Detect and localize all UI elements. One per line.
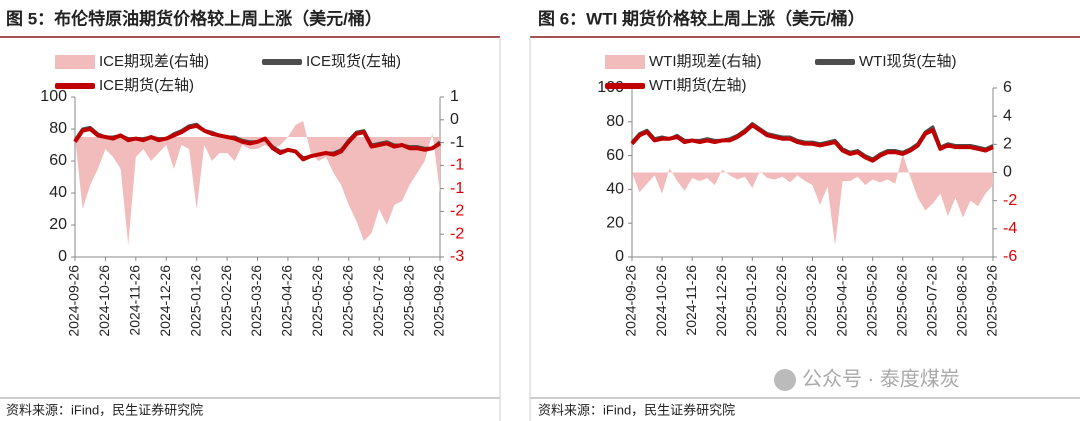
x-tick-label: 2024-12-26 [713,265,729,337]
x-tick-label: 2025-03-26 [248,265,264,337]
source: 资料来源：iFind，民生证券研究院 [6,402,203,417]
x-tick-label: 2025-07-26 [370,265,386,337]
y2-tick-label: 4 [1003,107,1012,124]
legend-label: WTI期货(左轴) [649,77,746,94]
x-tick-label: 2024-12-26 [157,265,173,337]
y2-tick-label: 6 [1003,79,1012,96]
y2-tick-label: -2 [450,203,464,220]
y2-tick-label: -1 [450,134,464,151]
y2-tick-label: -1 [450,157,464,174]
y-tick-label: 0 [58,248,67,265]
y-tick-label: 80 [606,113,624,130]
line [73,123,442,162]
x-tick-label: 2025-01-26 [187,265,203,337]
y-tick-label: 60 [49,152,67,169]
legend-swatch [605,55,645,69]
legend-swatch [605,83,645,89]
x-tick-label: 2024-10-26 [96,265,112,337]
legend-swatch [55,83,95,89]
watermark-icon [774,369,796,391]
legend-label: ICE期货(左轴) [99,77,194,94]
x-tick-label: 2025-01-26 [743,265,759,337]
legend-label: WTI期现差(右轴) [649,53,761,70]
x-tick-label: 2025-02-26 [218,265,234,337]
y-tick-label: 80 [49,120,67,137]
x-tick-label: 2024-11-26 [683,265,699,336]
y2-tick-label: -2 [1003,192,1017,209]
legend-swatch [815,59,855,65]
y2-tick-label: -2 [450,225,464,242]
x-tick-label: 2025-06-26 [339,265,355,337]
y2-tick-label: -3 [450,248,464,265]
legend-label: WTI现货(左轴) [859,53,956,70]
watermark: 公众号 · 泰度煤炭 [802,367,960,390]
area [632,154,993,246]
y-tick-label: 40 [606,181,624,198]
x-tick-label: 2025-04-26 [279,265,295,337]
area [75,121,440,245]
x-tick-label: 2025-09-26 [984,265,1000,337]
x-tick-label: 2025-08-26 [400,265,416,337]
y2-tick-label: 0 [450,111,459,128]
x-tick-label: 2025-09-26 [431,265,447,337]
x-tick-label: 2025-02-26 [773,265,789,337]
y2-tick-label: 0 [1003,164,1012,181]
y2-tick-label: 2 [1003,136,1012,153]
x-tick-label: 2025-05-26 [863,265,879,337]
x-tick-label: 2024-09-26 [623,265,639,337]
y2-tick-label: -6 [1003,248,1017,265]
legend-swatch [55,55,95,69]
x-tick-label: 2025-06-26 [893,265,909,337]
legend-label: ICE现货(左轴) [306,53,401,70]
x-tick-label: 2024-11-26 [127,265,143,336]
x-tick-label: 2025-03-26 [803,265,819,337]
y-tick-label: 100 [40,88,67,105]
y-tick-label: 20 [49,216,67,233]
y2-tick-label: -4 [1003,220,1017,237]
y2-tick-label: 1 [450,88,459,105]
y-tick-label: 20 [606,214,624,231]
y2-tick-label: -1 [450,180,464,197]
y-tick-label: 40 [49,184,67,201]
x-tick-label: 2024-10-26 [653,265,669,337]
x-tick-label: 2025-05-26 [309,265,325,337]
y-tick-label: 0 [615,248,624,265]
legend-label: ICE期现差(右轴) [99,53,209,70]
x-tick-label: 2025-04-26 [833,265,849,337]
x-tick-label: 2025-08-26 [954,265,970,337]
x-tick-label: 2025-07-26 [924,265,940,337]
line [630,123,994,163]
chart-title: 图 5：布伦特原油期货价格较上周上涨（美元/桶） [6,8,382,28]
chart-title: 图 6：WTI 期货价格较上周上涨（美元/桶） [538,8,865,28]
source: 资料来源：iFind，民生证券研究院 [538,402,735,417]
x-tick-label: 2024-09-26 [66,265,82,337]
y-tick-label: 60 [606,147,624,164]
legend-swatch [262,59,302,65]
